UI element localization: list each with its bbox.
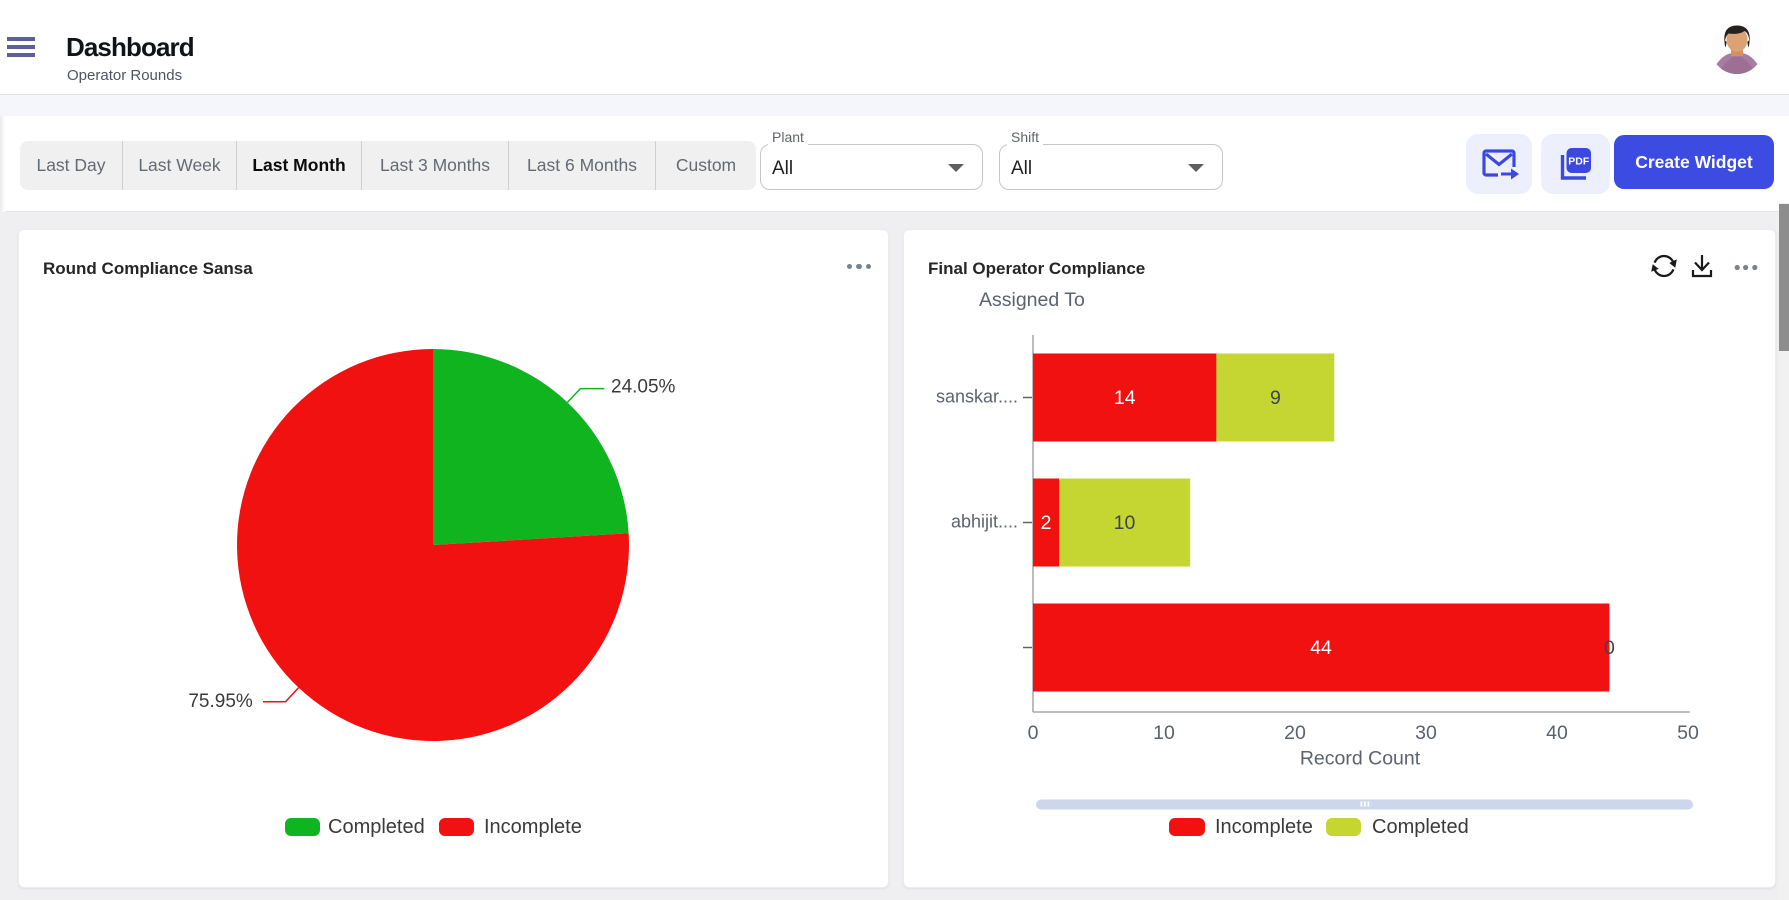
svg-text:Assigned To: Assigned To: [979, 289, 1085, 311]
svg-text:sanskar....: sanskar....: [936, 387, 1018, 407]
svg-text:0: 0: [1028, 722, 1039, 744]
svg-text:20: 20: [1284, 722, 1306, 744]
svg-text:40: 40: [1546, 722, 1568, 744]
svg-text:10: 10: [1153, 722, 1175, 744]
svg-text:14: 14: [1114, 387, 1136, 409]
svg-text:0: 0: [1604, 637, 1615, 659]
svg-text:Record Count: Record Count: [1300, 748, 1421, 770]
svg-text:75.95%: 75.95%: [188, 691, 253, 712]
svg-text:PDF: PDF: [1568, 156, 1590, 168]
svg-text:9: 9: [1270, 387, 1281, 409]
svg-text:44: 44: [1310, 637, 1332, 659]
svg-text:Completed: Completed: [1372, 816, 1469, 838]
svg-text:2: 2: [1041, 512, 1052, 534]
svg-text:Completed: Completed: [328, 816, 425, 838]
svg-text:10: 10: [1114, 512, 1136, 534]
svg-text:Incomplete: Incomplete: [484, 816, 582, 838]
svg-text:abhijit....: abhijit....: [951, 512, 1018, 532]
svg-text:30: 30: [1415, 722, 1437, 744]
svg-text:50: 50: [1677, 722, 1699, 744]
svg-text:Incomplete: Incomplete: [1215, 816, 1313, 838]
svg-text:24.05%: 24.05%: [611, 377, 676, 398]
